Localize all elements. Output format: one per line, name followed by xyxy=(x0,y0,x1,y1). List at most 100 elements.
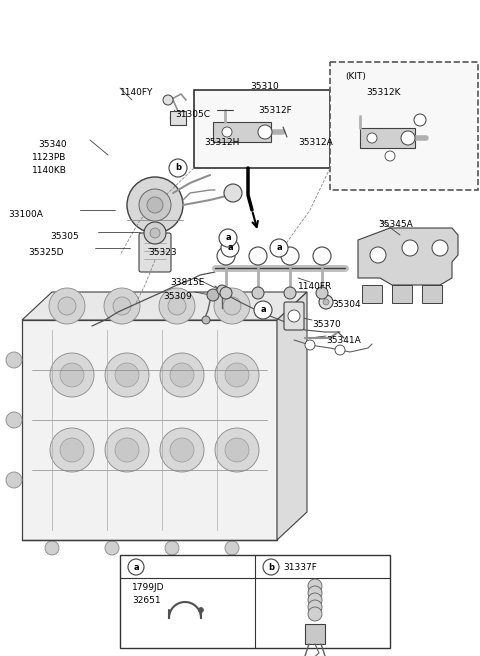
Bar xyxy=(120,555,390,648)
Polygon shape xyxy=(358,228,458,285)
Circle shape xyxy=(202,316,210,324)
Circle shape xyxy=(370,247,386,263)
Circle shape xyxy=(225,438,249,462)
Circle shape xyxy=(6,412,22,428)
Circle shape xyxy=(316,287,328,299)
Circle shape xyxy=(432,240,448,256)
Circle shape xyxy=(113,297,131,315)
Circle shape xyxy=(127,177,183,233)
Circle shape xyxy=(115,438,139,462)
Circle shape xyxy=(50,353,94,397)
Circle shape xyxy=(249,247,267,265)
Text: 35340: 35340 xyxy=(38,140,67,149)
Circle shape xyxy=(170,363,194,387)
Circle shape xyxy=(281,247,299,265)
Circle shape xyxy=(160,353,204,397)
Circle shape xyxy=(217,247,235,265)
Circle shape xyxy=(215,428,259,472)
Text: 1140FR: 1140FR xyxy=(298,282,332,291)
Circle shape xyxy=(217,285,227,295)
Circle shape xyxy=(258,125,272,139)
Circle shape xyxy=(50,428,94,472)
Circle shape xyxy=(58,297,76,315)
Circle shape xyxy=(159,288,195,324)
Bar xyxy=(422,285,442,303)
Bar xyxy=(330,62,478,190)
Text: 35312A: 35312A xyxy=(298,138,333,147)
Circle shape xyxy=(402,240,418,256)
Bar xyxy=(22,320,277,540)
Circle shape xyxy=(225,363,249,387)
Circle shape xyxy=(60,363,84,387)
Circle shape xyxy=(414,114,426,126)
Circle shape xyxy=(254,301,272,319)
Circle shape xyxy=(308,607,322,621)
FancyBboxPatch shape xyxy=(139,233,171,272)
Text: 1799JD: 1799JD xyxy=(132,583,165,592)
Circle shape xyxy=(263,559,279,575)
Circle shape xyxy=(170,438,194,462)
Circle shape xyxy=(284,287,296,299)
Circle shape xyxy=(222,127,232,137)
Text: a: a xyxy=(276,243,282,253)
Circle shape xyxy=(60,438,84,462)
Text: 1123PB: 1123PB xyxy=(32,153,66,162)
Circle shape xyxy=(252,287,264,299)
Bar xyxy=(194,90,330,168)
Circle shape xyxy=(45,541,59,555)
Text: (KIT): (KIT) xyxy=(345,72,366,81)
FancyBboxPatch shape xyxy=(284,302,304,330)
Bar xyxy=(392,285,412,303)
Circle shape xyxy=(220,287,232,299)
Circle shape xyxy=(219,229,237,247)
Text: 35370: 35370 xyxy=(312,320,341,329)
Circle shape xyxy=(147,197,163,213)
Circle shape xyxy=(385,151,395,161)
Polygon shape xyxy=(277,292,307,540)
Circle shape xyxy=(313,247,331,265)
Circle shape xyxy=(223,297,241,315)
Circle shape xyxy=(163,95,173,105)
Circle shape xyxy=(335,345,345,355)
Text: b: b xyxy=(268,562,274,571)
Text: 35304: 35304 xyxy=(332,300,360,309)
Text: 33100A: 33100A xyxy=(8,210,43,219)
Circle shape xyxy=(6,352,22,368)
Text: 35309: 35309 xyxy=(163,292,192,301)
Circle shape xyxy=(308,586,322,600)
Circle shape xyxy=(323,299,329,305)
Text: a: a xyxy=(225,234,231,243)
Text: 35310: 35310 xyxy=(250,82,279,91)
Circle shape xyxy=(150,228,160,238)
Text: 31305C: 31305C xyxy=(175,110,210,119)
Circle shape xyxy=(160,428,204,472)
Bar xyxy=(170,111,186,125)
Text: a: a xyxy=(133,562,139,571)
Text: 35312K: 35312K xyxy=(366,88,400,97)
Circle shape xyxy=(367,133,377,143)
Circle shape xyxy=(6,472,22,488)
Circle shape xyxy=(207,289,219,301)
Text: 31337F: 31337F xyxy=(283,563,317,572)
Text: 35345A: 35345A xyxy=(378,220,413,229)
Text: b: b xyxy=(175,163,181,173)
Circle shape xyxy=(215,353,259,397)
Circle shape xyxy=(225,541,239,555)
Bar xyxy=(213,122,271,142)
Text: 1140KB: 1140KB xyxy=(32,166,67,175)
Circle shape xyxy=(128,559,144,575)
Circle shape xyxy=(165,541,179,555)
Circle shape xyxy=(308,600,322,614)
Circle shape xyxy=(221,239,239,257)
Circle shape xyxy=(139,189,171,221)
Circle shape xyxy=(199,607,204,613)
Text: 1140FY: 1140FY xyxy=(120,88,154,97)
Text: 35305: 35305 xyxy=(50,232,79,241)
Circle shape xyxy=(169,159,187,177)
Bar xyxy=(360,128,415,148)
Circle shape xyxy=(401,131,415,145)
Circle shape xyxy=(144,222,166,244)
Polygon shape xyxy=(22,292,307,320)
Text: 35312H: 35312H xyxy=(204,138,240,147)
Circle shape xyxy=(105,541,119,555)
